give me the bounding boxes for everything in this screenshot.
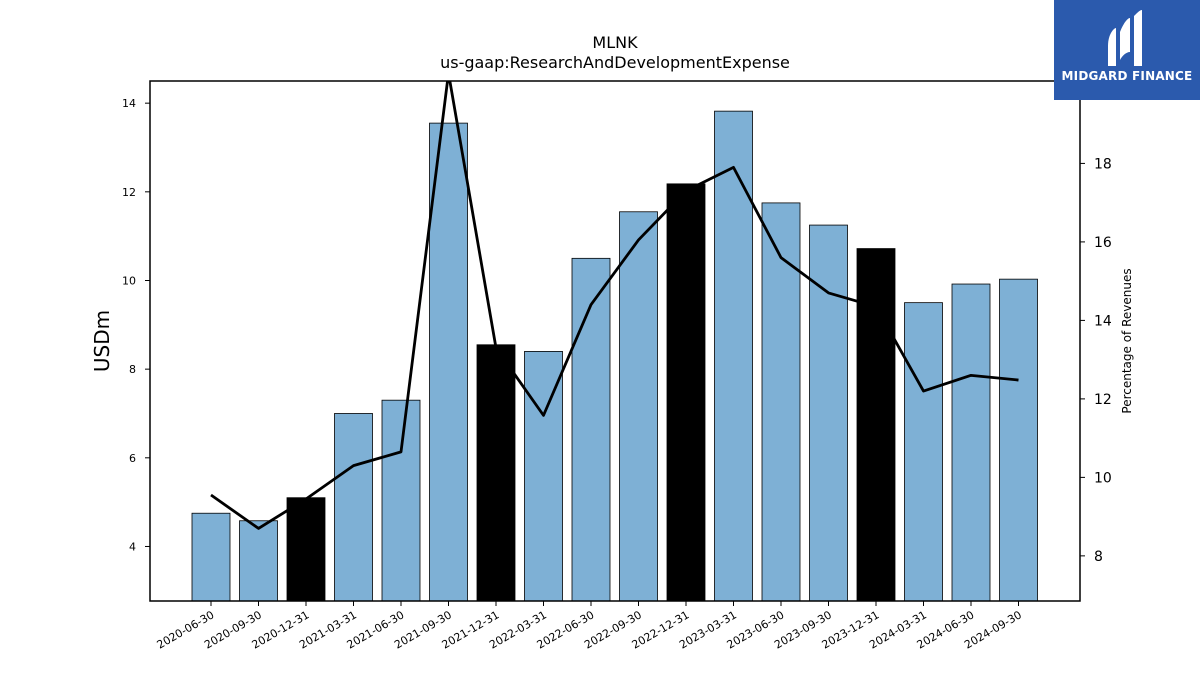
y2-tick-label: 10 <box>1094 470 1112 486</box>
bar-2023-03-31 <box>714 110 753 602</box>
bar-2023-09-30 <box>809 224 848 602</box>
brand-name: MIDGARD FINANCE <box>1061 69 1193 83</box>
bar-2022-12-31 <box>666 183 706 602</box>
y2-axis-label: Percentage of Revenues <box>1120 268 1134 413</box>
y-tick-label: 8 <box>129 363 136 376</box>
y-tick-label: 14 <box>122 97 136 110</box>
bar-2022-09-30 <box>619 211 658 602</box>
bar-2021-03-31 <box>334 413 373 602</box>
y-tick-label: 10 <box>122 274 136 287</box>
bar-2024-09-30 <box>999 278 1038 602</box>
y2-tick-label: 14 <box>1094 313 1112 329</box>
bar-2021-06-30 <box>381 399 421 602</box>
brand-logo: MIDGARD FINANCE <box>1054 0 1200 100</box>
y-tick-label: 12 <box>122 186 136 199</box>
chart-subtitle: us-gaap:ResearchAndDevelopmentExpense <box>440 53 790 72</box>
y2-tick-label: 12 <box>1094 392 1112 408</box>
y2-tick-label: 16 <box>1094 235 1112 251</box>
logo-mark-icon <box>1108 10 1142 66</box>
y-tick-label: 6 <box>129 452 136 465</box>
chart-title: MLNK <box>592 33 638 52</box>
line-series <box>210 81 1019 530</box>
bar-2022-03-31 <box>524 351 563 602</box>
y2-tick-label: 8 <box>1094 549 1103 565</box>
bar-2020-06-30 <box>191 512 231 602</box>
bar-2020-12-31 <box>286 497 326 602</box>
bar-2024-03-31 <box>904 302 943 602</box>
y2-tick-label: 18 <box>1094 156 1112 172</box>
bar-2022-06-30 <box>571 257 611 602</box>
percentage-line <box>210 81 1019 530</box>
bar-2023-06-30 <box>761 202 801 602</box>
bar-2020-09-30 <box>239 520 278 602</box>
bar-series <box>191 110 1038 602</box>
bar-2021-09-30 <box>429 122 468 602</box>
plot-frame <box>149 80 1081 602</box>
bar-2024-06-30 <box>951 283 991 602</box>
bar-2021-12-31 <box>476 344 516 602</box>
y-tick-label: 4 <box>129 540 136 553</box>
y-axis-label: USDm <box>90 310 114 372</box>
